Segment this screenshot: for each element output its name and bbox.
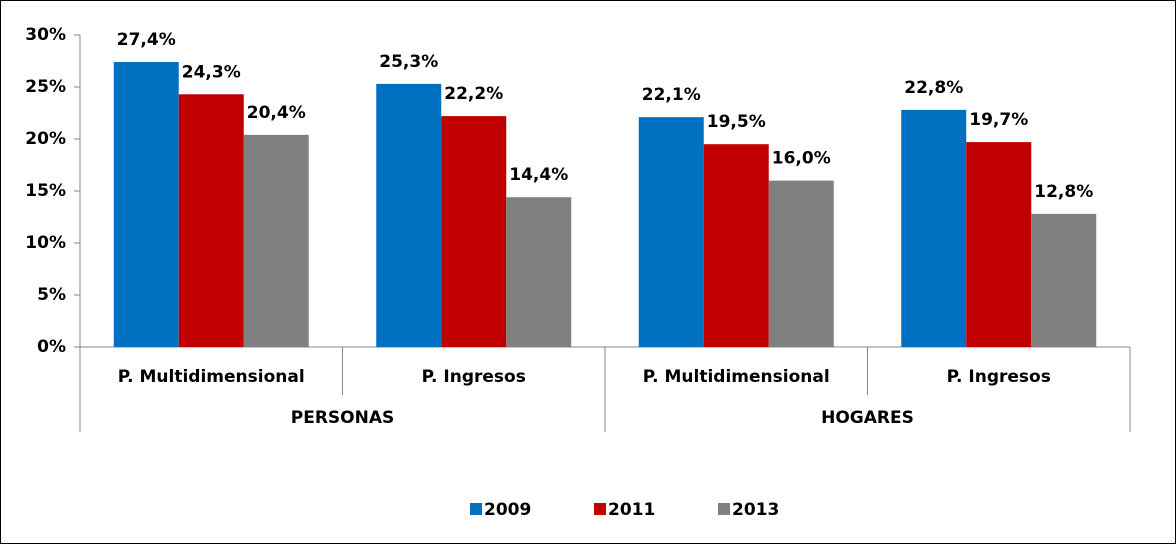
group-label: HOGARES [821,408,914,428]
value-label: 19,5% [707,112,766,132]
bar [768,180,834,347]
value-label: 22,8% [904,78,963,98]
value-label: 27,4% [117,30,176,50]
x-tick-label: P. Multidimensional [118,367,305,387]
value-label: 14,4% [509,165,568,185]
x-tick-label: P. Multidimensional [643,367,830,387]
y-tick-label: 20% [25,129,66,149]
bar [703,144,769,347]
value-label: 22,1% [642,85,701,105]
value-label: 24,3% [182,62,241,82]
y-tick-label: 0% [37,337,66,357]
value-label: 12,8% [1034,182,1093,202]
y-tick-label: 10% [25,233,66,253]
y-tick-label: 15% [25,181,66,201]
bar [178,94,244,347]
y-tick-label: 25% [25,77,66,97]
value-label: 16,0% [772,149,831,169]
value-label: 20,4% [247,103,306,123]
bar [901,109,967,347]
value-label: 19,7% [969,110,1028,130]
bar [506,197,572,347]
bar [638,117,704,347]
bar [113,62,179,347]
legend-swatch [470,503,482,515]
x-tick-label: P. Ingresos [422,367,526,387]
y-tick-label: 30% [25,25,66,45]
bar [1031,213,1097,347]
legend-label: 2009 [484,500,531,520]
group-label: PERSONAS [291,408,395,428]
legend-swatch [718,503,730,515]
y-tick-label: 5% [37,285,66,305]
bar [376,83,442,347]
bar [243,134,309,347]
legend-label: 2011 [608,500,655,520]
legend-swatch [594,503,606,515]
value-label: 25,3% [379,52,438,72]
value-label: 22,2% [444,84,503,104]
legend-label: 2013 [732,500,779,520]
x-tick-label: P. Ingresos [947,367,1051,387]
bar [966,142,1032,347]
bar [441,116,507,348]
